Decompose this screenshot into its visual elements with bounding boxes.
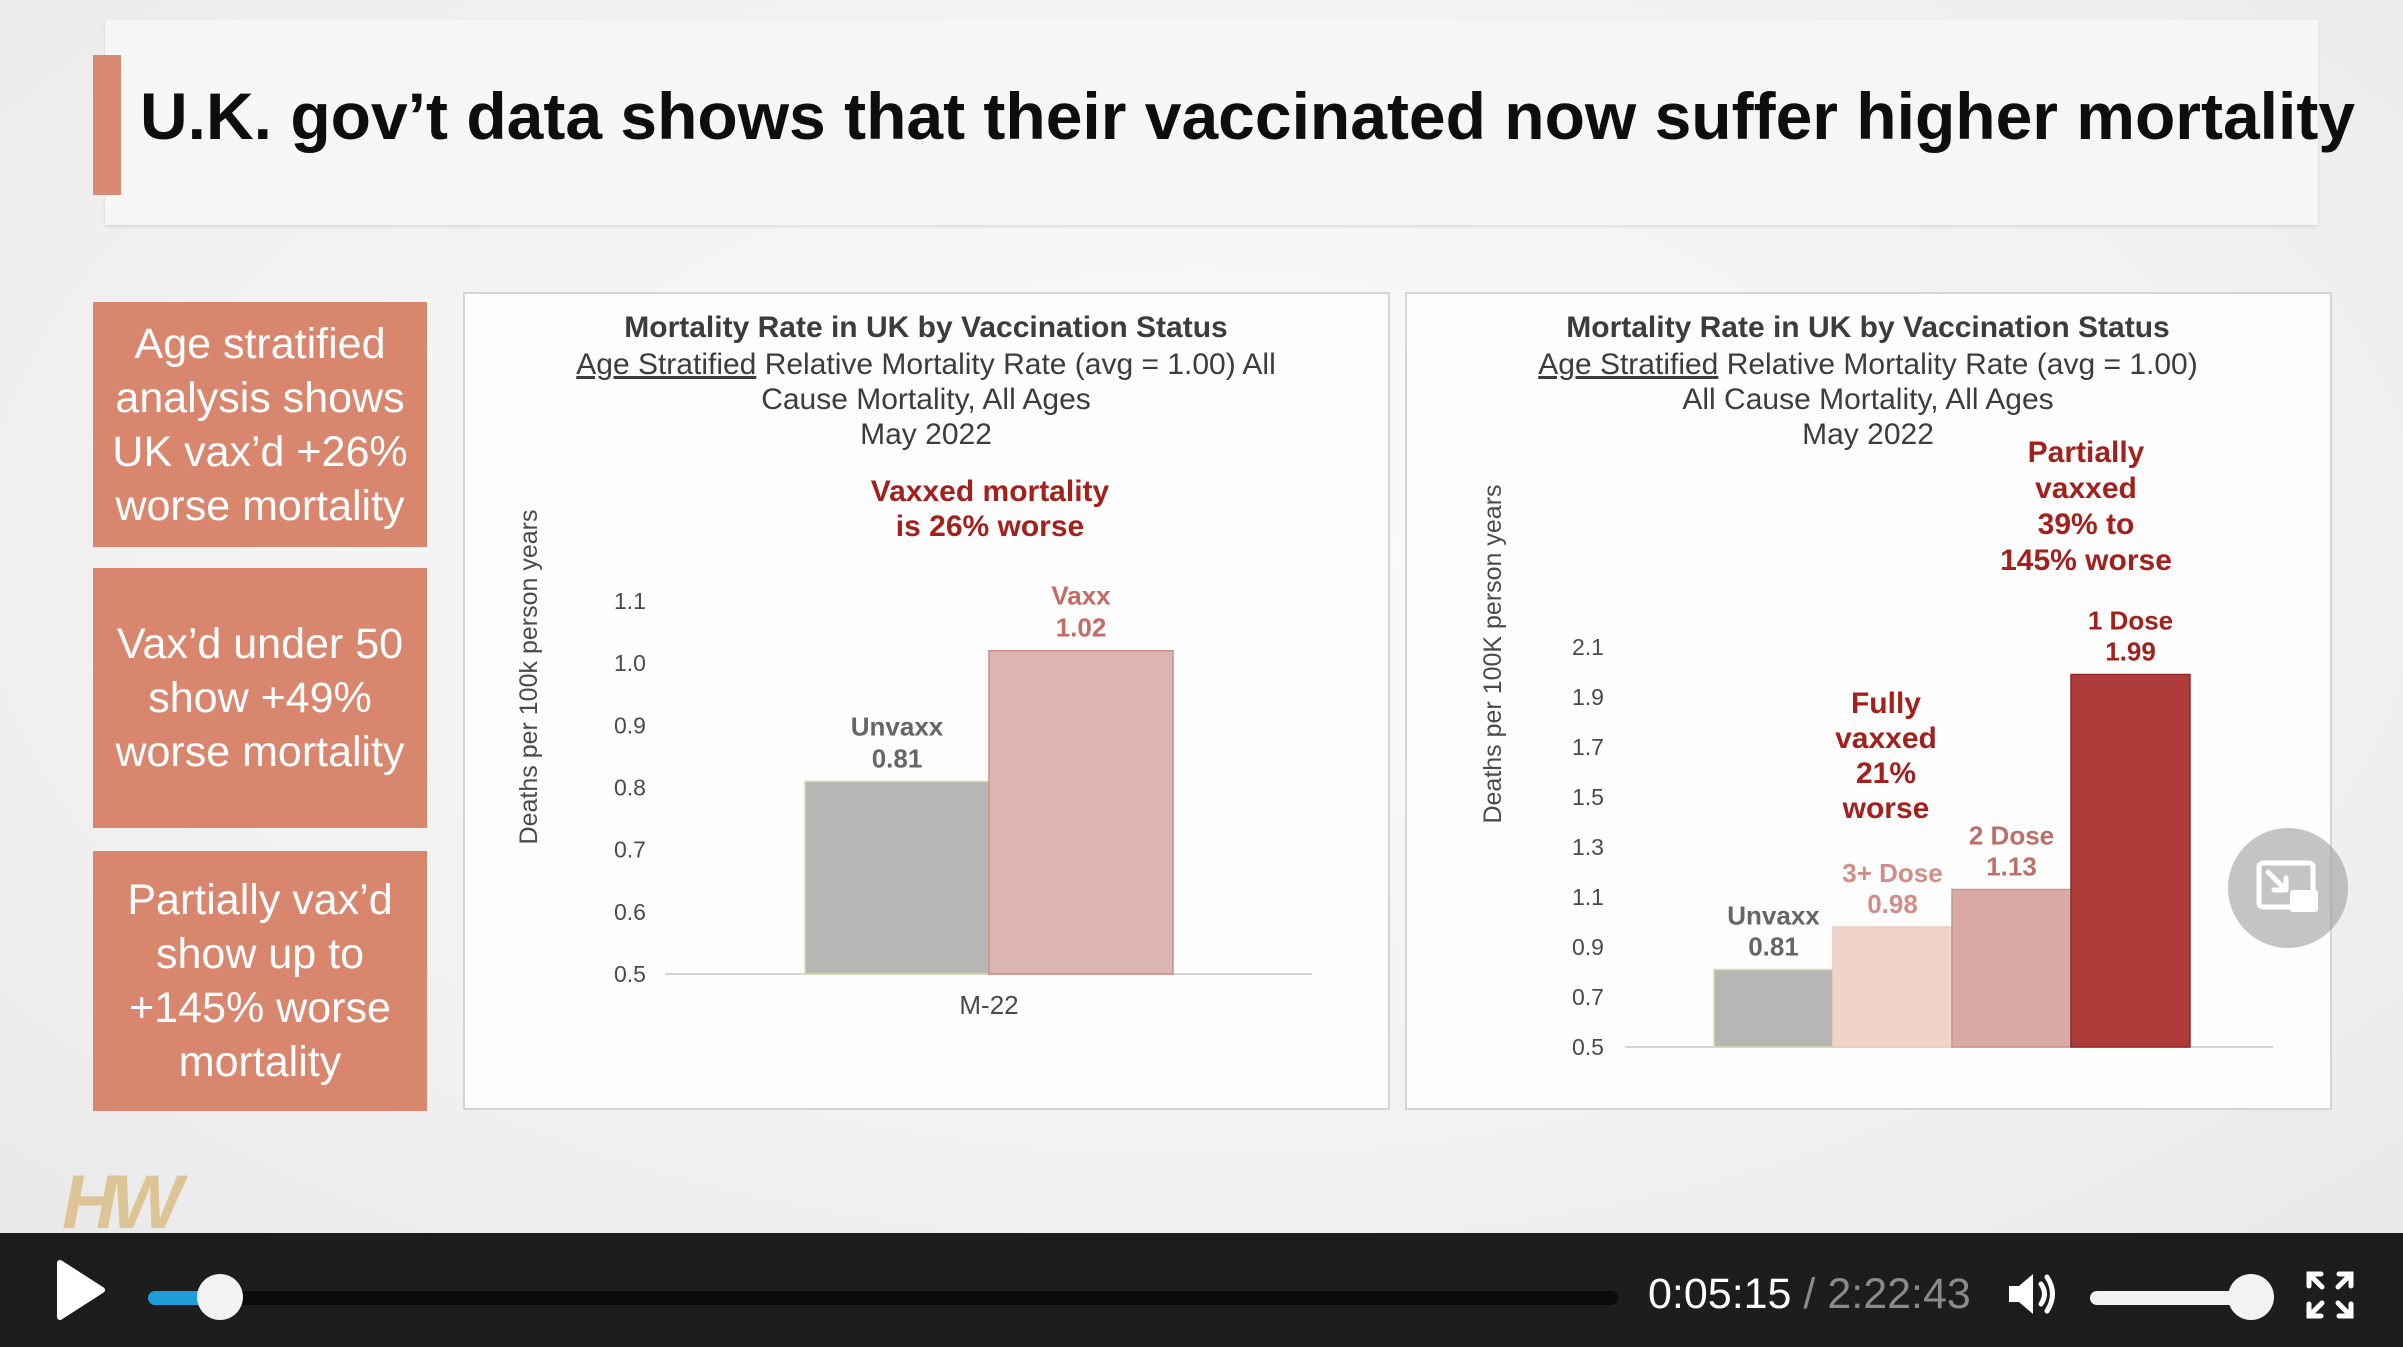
title-panel — [105, 20, 2318, 225]
callout-age-stratified: Age stratified analysis shows UK vax’d +… — [93, 302, 427, 547]
chart-left-y-tick-label: 0.7 — [614, 837, 646, 863]
chart-right-y-tick-label: 1.3 — [1572, 834, 1604, 860]
chart-panel-right: Mortality Rate in UK by Vaccination Stat… — [1405, 292, 2332, 1110]
progress-bar-fill — [148, 1291, 213, 1305]
chart-right-annotation-full-3: 21% — [1856, 757, 1916, 790]
time-separator: / — [1803, 1270, 1816, 1318]
chart-left-data-label: 1.02 — [1056, 613, 1107, 643]
chart-right-subtitle-line1: Age Stratified Relative Mortality Rate (… — [1538, 348, 2197, 381]
duration: 2:22:43 — [1827, 1270, 1971, 1318]
chart-right-series-name-label: 3+ Dose — [1842, 858, 1942, 888]
picture-in-picture-icon — [2256, 860, 2318, 912]
chart-left-subtitle-line3: May 2022 — [860, 418, 992, 451]
chart-left-bar-vaxx — [988, 649, 1174, 975]
chart-right-y-tick-label: 1.1 — [1572, 884, 1604, 910]
chart-left-y-tick-label: 0.9 — [614, 712, 646, 738]
chart-left-subtitle-line2: Cause Mortality, All Ages — [761, 383, 1091, 416]
chart-right-annotation-full-2: vaxxed — [1835, 722, 1937, 755]
chart-right-annotation-partial-3: 39% to — [2038, 508, 2135, 541]
chart-left-y-axis-label: Deaths per 100k person years — [515, 510, 543, 845]
chart-right-data-label: 0.81 — [1748, 932, 1799, 962]
chart-right-annotation-partial-1: Partially — [2028, 436, 2145, 469]
chart-left-title: Mortality Rate in UK by Vaccination Stat… — [624, 311, 1227, 344]
chart-right-series-name-label: 1 Dose — [2088, 606, 2173, 636]
video-player-controls — [0, 1233, 2403, 1347]
title-accent-bar — [93, 55, 121, 195]
channel-watermark-logo: HW — [62, 1160, 183, 1234]
chart-right-data-label: 1.99 — [2105, 637, 2156, 667]
fullscreen-icon[interactable] — [2305, 1270, 2355, 1320]
callout-under-50: Vax’d under 50 show +49% worse mortality — [93, 568, 427, 828]
chart-right-series-name-label: 2 Dose — [1969, 821, 2054, 851]
chart-left-series-name-label: Vaxx — [1051, 581, 1111, 611]
time-display: 0:05:15 / 2:22:43 — [1648, 1270, 1971, 1319]
chart-right-y-tick-label: 1.5 — [1572, 784, 1604, 810]
chart-left-y-tick-label: 1.1 — [614, 588, 646, 614]
slide-title: U.K. gov’t data shows that their vaccina… — [140, 79, 2356, 153]
chart-right-title: Mortality Rate in UK by Vaccination Stat… — [1566, 311, 2169, 344]
chart-right-bar-2-dose — [1951, 888, 2072, 1048]
chart-right-bar-3-dose — [1832, 926, 1953, 1048]
chart-right-annotation-partial-2: vaxxed — [2035, 472, 2137, 505]
chart-right-bar-1-dose — [2070, 673, 2191, 1048]
chart-left-subtitle-line1: Age Stratified Relative Mortality Rate (… — [576, 348, 1276, 381]
chart-right-y-tick-label: 0.7 — [1572, 984, 1604, 1010]
chart-right-y-tick-label: 0.9 — [1572, 934, 1604, 960]
presentation-slide: U.K. gov’t data shows that their vaccina… — [0, 0, 2403, 1233]
chart-right-annotation-partial-4: 145% worse — [2000, 544, 2172, 577]
chart-right-y-axis-label: Deaths per 100K person years — [1479, 484, 1507, 823]
volume-slider-handle[interactable] — [2228, 1274, 2274, 1320]
chart-left-annotation-line2: is 26% worse — [896, 510, 1084, 543]
chart-right-annotation-full-4: worse — [1842, 792, 1930, 825]
chart-left-y-tick-label: 0.5 — [614, 961, 646, 987]
picture-in-picture-button[interactable] — [2228, 828, 2348, 948]
current-time: 0:05:15 — [1648, 1270, 1792, 1318]
chart-left-annotation-line1: Vaxxed mortality — [871, 475, 1110, 508]
progress-scrubber-handle[interactable] — [197, 1274, 244, 1320]
volume-slider-track[interactable] — [2090, 1291, 2250, 1305]
chart-left-x-tick-label: M-22 — [959, 990, 1018, 1020]
chart-right-y-tick-label: 0.5 — [1572, 1034, 1604, 1060]
progress-bar-track[interactable] — [148, 1291, 1618, 1305]
chart-left-svg: Mortality Rate in UK by Vaccination Stat… — [515, 311, 1312, 1020]
chart-right-subtitle-line2: All Cause Mortality, All Ages — [1682, 383, 2053, 416]
chart-panel-left: Mortality Rate in UK by Vaccination Stat… — [463, 292, 1390, 1110]
chart-right-bar-unvaxx — [1713, 968, 1834, 1048]
volume-icon[interactable] — [2005, 1268, 2061, 1320]
play-icon[interactable] — [50, 1251, 112, 1329]
chart-left-bar-unvaxx — [804, 780, 990, 975]
chart-left-y-tick-label: 0.6 — [614, 899, 646, 925]
chart-left-y-tick-label: 1.0 — [614, 650, 646, 676]
chart-right-subtitle-line3: May 2022 — [1802, 418, 1934, 451]
chart-left-data-label: 0.81 — [872, 743, 923, 773]
chart-right-svg: Mortality Rate in UK by Vaccination Stat… — [1479, 311, 2273, 1060]
chart-right-data-label: 1.13 — [1986, 852, 2037, 882]
callout-partially-vaxxed: Partially vax’d show up to +145% worse m… — [93, 851, 427, 1111]
chart-right-series-name-label: Unvaxx — [1727, 901, 1820, 931]
chart-right-data-label: 0.98 — [1867, 889, 1918, 919]
chart-right-y-tick-label: 1.9 — [1572, 684, 1604, 710]
chart-right-y-tick-label: 1.7 — [1572, 734, 1604, 760]
chart-right-y-tick-label: 2.1 — [1572, 634, 1604, 660]
chart-right-annotation-full-1: Fully — [1851, 687, 1921, 720]
chart-left-y-tick-label: 0.8 — [614, 775, 646, 801]
chart-left-series-name-label: Unvaxx — [851, 711, 944, 741]
